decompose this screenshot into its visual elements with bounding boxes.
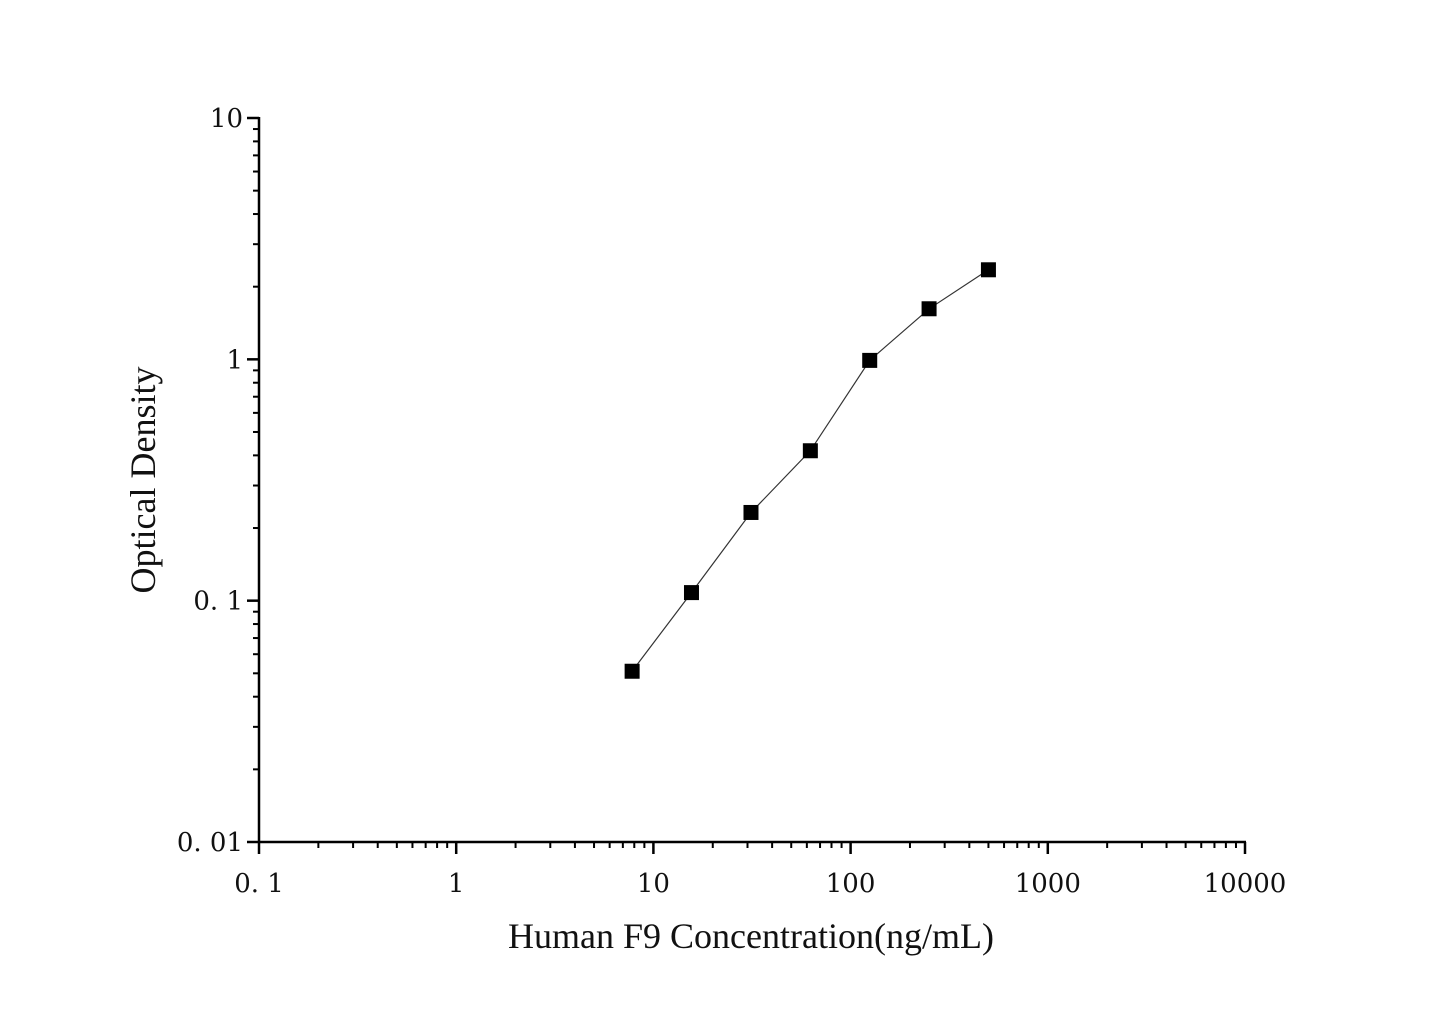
y-axis-title: Optical Density [123, 367, 163, 594]
data-point-marker [980, 262, 996, 278]
series-layer [624, 262, 996, 679]
x-tick-label: 1 [448, 869, 465, 899]
data-point-marker [743, 504, 759, 520]
x-axis-title: Human F9 Concentration(ng/mL) [508, 916, 994, 956]
major-ticks [247, 116, 1247, 854]
minor-ticks [253, 128, 1237, 848]
y-tick-labels: 0. 01 0. 1 1 10 [177, 104, 243, 858]
y-tick-label: 1 [226, 345, 243, 375]
x-tick-label: 1000 [1015, 869, 1081, 899]
x-tick-label: 10 [637, 869, 670, 899]
data-point-marker [862, 352, 878, 368]
y-tick-label: 0. 01 [177, 828, 243, 858]
x-tick-labels: 0. 1 1 10 100 1000 10000 [234, 869, 1286, 899]
data-point-marker [802, 443, 818, 459]
series-line [631, 269, 989, 672]
data-point-marker [624, 663, 640, 679]
data-point-marker [921, 301, 937, 317]
x-tick-label: 0. 1 [234, 869, 284, 899]
data-point-marker [683, 585, 699, 601]
x-tick-label: 10000 [1204, 869, 1287, 899]
y-tick-label: 10 [210, 104, 243, 134]
y-tick-label: 0. 1 [193, 587, 243, 617]
x-tick-label: 100 [826, 869, 876, 899]
